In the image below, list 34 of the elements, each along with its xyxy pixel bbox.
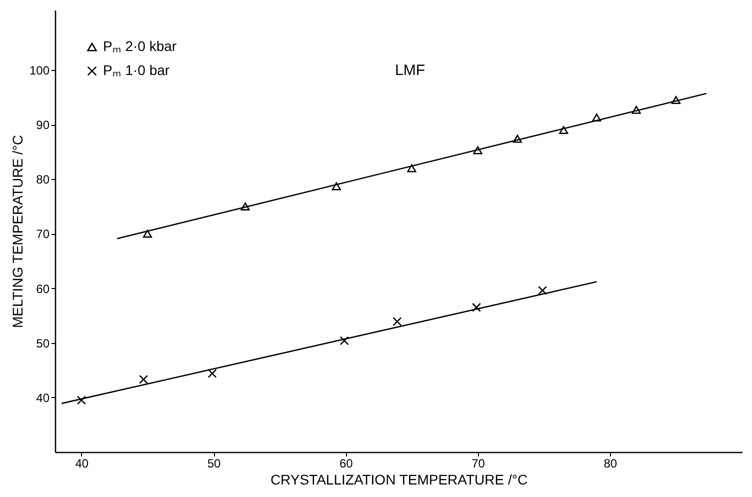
y-tick-label: 40	[36, 390, 50, 405]
point	[340, 336, 349, 346]
point	[592, 113, 602, 122]
point	[208, 368, 217, 378]
point	[392, 317, 402, 326]
point	[671, 96, 680, 104]
y-tick-label: 60	[36, 282, 50, 296]
y-tick-label: 80	[36, 172, 50, 187]
y-axis-title: MELTING TEMPERATURE /°C	[9, 134, 26, 328]
annotation: LMF	[395, 62, 425, 79]
y-tick-label: 100	[29, 64, 50, 78]
x-axis-title: CRYSTALLIZATION TEMPERATURE /°C	[270, 472, 528, 488]
x-tick-label: 40	[75, 456, 89, 470]
point	[632, 106, 641, 114]
x-tick-label: 70	[472, 456, 486, 470]
point	[407, 164, 416, 172]
x-tick-label: 50	[207, 456, 222, 470]
point	[538, 286, 548, 295]
point	[559, 126, 568, 134]
point	[240, 202, 250, 210]
point	[472, 302, 481, 312]
y-tick-label: 70	[36, 227, 50, 242]
point	[142, 230, 152, 238]
point	[332, 182, 341, 190]
point	[512, 134, 522, 143]
point	[138, 374, 148, 384]
legend-label: Pₘ 2·0 kbar	[103, 38, 177, 54]
y-tick-label: 50	[36, 336, 50, 350]
x-tick-label: 80	[604, 456, 618, 470]
y-tick-label: 90	[36, 118, 50, 132]
legend-label: Pₘ 1·0 bar	[103, 62, 170, 78]
point	[76, 396, 86, 405]
x-tick-label: 60	[339, 456, 354, 470]
point	[473, 146, 482, 154]
